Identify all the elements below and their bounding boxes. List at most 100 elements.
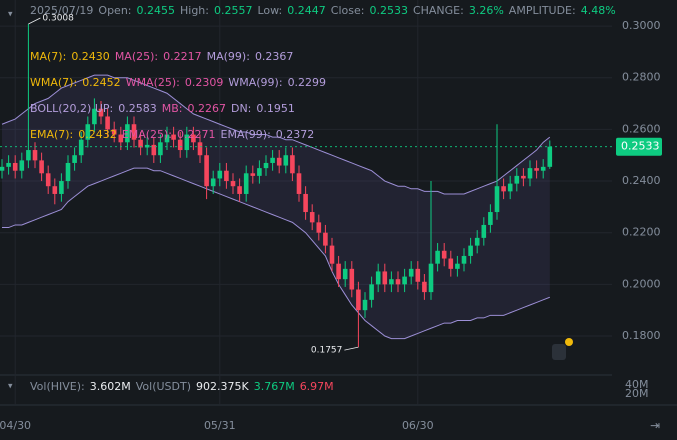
candle-body <box>435 250 440 264</box>
indicator-value: 0.2583 <box>118 102 157 115</box>
candle-body <box>230 181 236 187</box>
candle-body <box>191 134 196 143</box>
plot <box>0 0 612 405</box>
candle-body <box>158 142 163 156</box>
candle-body <box>474 237 480 246</box>
candle-body <box>52 186 58 194</box>
volume-text: 6.97M <box>299 380 334 393</box>
candle-body <box>422 281 427 293</box>
candle-body <box>356 289 361 311</box>
collapse-icon[interactable]: ▾ <box>8 10 13 20</box>
candle-body <box>224 170 229 182</box>
y-tick-label: 0.2400 <box>622 174 661 187</box>
field-label: Low: <box>257 4 283 17</box>
candle-body <box>12 162 18 171</box>
field-label: High: <box>180 4 209 17</box>
candle-body <box>329 245 335 264</box>
candle-body <box>375 271 381 285</box>
candle-body <box>309 212 315 223</box>
volume-legend: Vol(HIVE): 3.602M Vol(USDT) 902.375K 3.767M 6… <box>30 380 339 393</box>
candle-body <box>488 212 493 225</box>
tool-icon[interactable] <box>552 344 566 360</box>
candle-body <box>540 166 546 171</box>
candle-body <box>395 279 401 285</box>
candle-body <box>514 175 520 184</box>
indicator-value: 0.2267 <box>187 102 226 115</box>
candle-body <box>171 134 176 140</box>
candle-body <box>184 134 190 151</box>
candle-body <box>534 168 539 171</box>
indicator-label: MA(25): <box>114 50 159 63</box>
indicator-value: 0.2367 <box>254 50 294 63</box>
candle-body <box>85 124 91 140</box>
volume-axis-label: 40M <box>625 378 649 391</box>
volume-text: Vol(USDT) <box>135 380 191 393</box>
indicator-label: EMA(25): <box>121 128 173 141</box>
candle-body <box>323 232 328 246</box>
indicator-value: 0.2217 <box>163 50 202 63</box>
indicator-row: MA(7): 0.2430 MA(25): 0.2217 MA(99): 0.2367 <box>30 50 298 63</box>
last-price-label: 0.2533 <box>621 140 660 153</box>
candle-body <box>468 245 473 256</box>
candle-body <box>382 271 388 285</box>
indicator-label: DN: <box>230 102 252 115</box>
volume-text: 3.767M <box>253 380 295 393</box>
candle-body <box>151 144 157 156</box>
indicator-value: 0.2452 <box>82 76 121 89</box>
candle-body <box>448 258 454 269</box>
volume-axis-label: 20M <box>625 387 649 400</box>
candle-body <box>461 255 467 264</box>
candle-body <box>316 222 322 233</box>
candle-body <box>408 268 414 277</box>
date: 2025/07/19 <box>30 4 94 17</box>
indicator-label: BOLL(20,2) UP: <box>30 102 114 115</box>
tool-badge <box>565 338 573 346</box>
candle-body <box>65 162 71 182</box>
field-value: 0.2455 <box>136 4 176 17</box>
indicator-value: 0.2309 <box>184 76 224 89</box>
candle-body <box>290 155 295 174</box>
candle-body <box>26 150 31 161</box>
candle-body <box>105 116 110 130</box>
volume-text: Vol(HIVE): <box>30 380 85 393</box>
band-line <box>2 167 550 340</box>
field-value: 0.2447 <box>287 4 326 17</box>
indicator-value: 0.2430 <box>71 50 110 63</box>
annotation-leader <box>28 17 41 25</box>
y-tick-label: 0.3000 <box>622 19 661 32</box>
annotation: 0.3008 <box>42 14 74 24</box>
candle-body <box>177 139 183 151</box>
candle-body <box>6 162 11 167</box>
candle-body <box>250 173 256 176</box>
candle-body <box>521 175 526 179</box>
y-tick-label: 0.2800 <box>622 71 661 84</box>
candle-body <box>342 268 348 280</box>
candle-body <box>125 124 130 143</box>
indicator-value: 0.2372 <box>275 128 315 141</box>
collapse-icon[interactable]: ▾ <box>8 382 13 392</box>
candle-body <box>389 279 394 285</box>
field-label: AMPLITUDE: <box>508 4 576 17</box>
indicator-label: WMA(7): <box>30 76 78 89</box>
candle-body <box>59 181 64 194</box>
indicator-value: 0.2271 <box>177 128 216 141</box>
candle-body <box>415 268 421 282</box>
indicator-label: MA(99): <box>206 50 250 63</box>
candle-body <box>19 160 25 171</box>
candle-body <box>494 186 500 213</box>
annotation-leader <box>344 346 359 351</box>
settings-icon[interactable]: ⇥ <box>650 419 660 433</box>
indicator-row: BOLL(20,2) UP: 0.2583 MB: 0.2267 DN: 0.1951 <box>30 102 300 115</box>
candle-body <box>507 183 513 192</box>
candle-body <box>78 139 84 156</box>
field-value: 4.48% <box>580 4 616 17</box>
candle-body <box>204 155 209 187</box>
indicator-row: WMA(7): 0.2452 WMA(25): 0.2309 WMA(99): 0.229… <box>30 76 331 89</box>
x-tick-label: 06/30 <box>402 419 434 432</box>
volume-text: 3.602M <box>89 380 131 393</box>
candle-body <box>164 134 170 143</box>
field-label: Close: <box>330 4 365 17</box>
candle-body <box>92 108 97 125</box>
